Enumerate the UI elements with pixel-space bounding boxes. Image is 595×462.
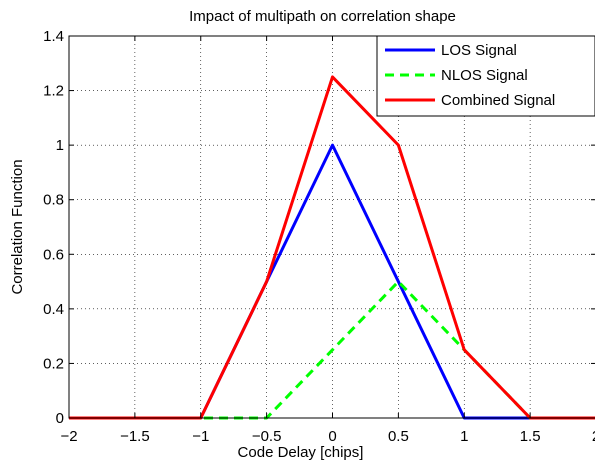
series-line-combined-signal xyxy=(69,75,595,420)
y-tick-label: 0.6 xyxy=(43,246,64,263)
x-tick-label: 1 xyxy=(460,428,468,445)
x-tick-label: 2 xyxy=(592,428,595,445)
x-tick-label: 0 xyxy=(328,428,336,445)
y-tick-label: 0.4 xyxy=(43,301,64,318)
y-axis-label: Correlation Function xyxy=(9,159,26,294)
x-axis-label: Code Delay [chips] xyxy=(238,444,364,461)
x-tick-label: 0.5 xyxy=(388,428,409,445)
series-line-los-signal xyxy=(69,143,595,420)
y-tick-label: 1.4 xyxy=(43,28,64,45)
x-tick-label: −1 xyxy=(192,428,209,445)
series-layer xyxy=(69,75,595,420)
legend: LOS Signal NLOS Signal Combined Signal xyxy=(376,35,595,117)
x-tick-label: 1.5 xyxy=(520,428,541,445)
y-tick-label: 0.2 xyxy=(43,355,64,372)
y-tick-label: 0.8 xyxy=(43,192,64,209)
x-tick-label: −1.5 xyxy=(120,428,150,445)
series-line-nlos-signal xyxy=(69,280,595,420)
x-tick-label: −0.5 xyxy=(252,428,282,445)
chart-title: Impact of multipath on correlation shape xyxy=(189,8,456,25)
legend-label: Combined Signal xyxy=(441,92,555,109)
legend-label: NLOS Signal xyxy=(441,67,528,84)
y-tick-label: 0 xyxy=(56,410,64,427)
x-tick-label: −2 xyxy=(60,428,77,445)
legend-label: LOS Signal xyxy=(441,42,517,59)
y-tick-label: 1.2 xyxy=(43,83,64,100)
y-tick-label: 1 xyxy=(56,137,64,154)
